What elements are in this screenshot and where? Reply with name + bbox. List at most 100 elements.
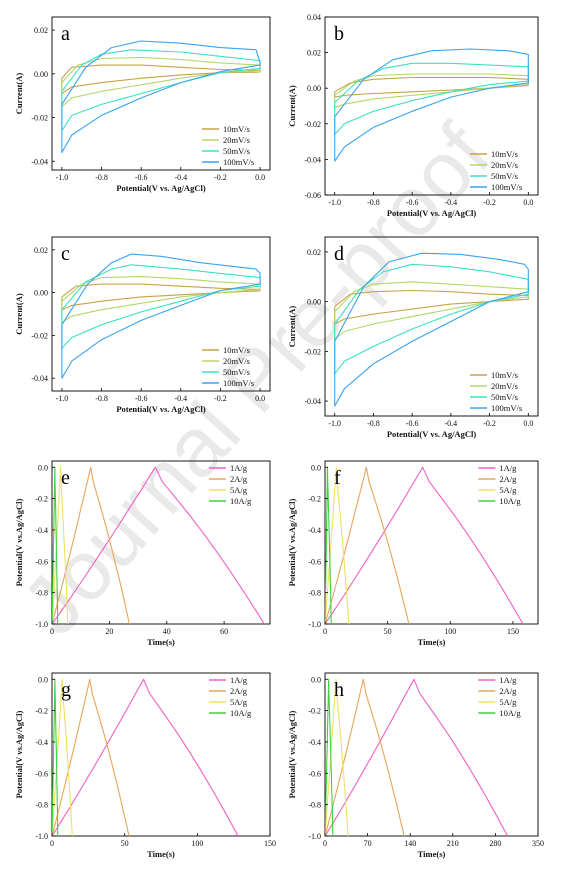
legend-label-50mv-s: 50mV/s — [223, 367, 250, 377]
series-group — [334, 252, 529, 407]
series-5a-g-line — [52, 466, 69, 624]
y-axis-label: Potential(V vs.Ag/AgCl) — [287, 498, 297, 586]
legend-label-100mv-s: 100mV/s — [223, 378, 254, 388]
legend-label-2a-g: 2A/g — [230, 474, 248, 484]
plots-layer: -1.0 -0.8 -0.6 -0.4 -0.2 0.0 -0.04 -0.02 0.00 0.0… — [14, 13, 544, 859]
y-axis-label: Potential(V vs.Ag/AgCl) — [14, 710, 24, 798]
y-tick-label: -0.04 — [31, 374, 48, 383]
series-10mv-s-line — [334, 76, 529, 98]
legend-label-5a-g: 5A/g — [230, 697, 248, 707]
y-tick-label: 0.04 — [307, 13, 321, 22]
x-tick-label: 0.0 — [523, 419, 533, 428]
x-tick-label: -1.0 — [56, 394, 69, 403]
x-axis-label: Potential(V vs. Ag/AgCl) — [116, 183, 205, 193]
panel-letter: f — [334, 467, 341, 489]
x-tick-label: 350 — [532, 839, 544, 848]
panel-d: -1.0 -0.8 -0.6 -0.4 -0.2 0.0 -0.04 -0.02 0.00 0.0… — [287, 236, 539, 439]
y-axis-label: Current(A) — [287, 85, 297, 127]
x-tick-label: 280 — [489, 839, 501, 848]
legend-label-2a-g: 2A/g — [230, 686, 248, 696]
series-group — [325, 466, 524, 624]
panel-h: 0 70 140 210 280 350 -1.0 -0.8 -0.6 -0.4 -0.2 0.0 Ti… — [287, 672, 544, 859]
y-tick-label: -0.4 — [35, 738, 48, 747]
legend-label-10mv-s: 10mV/s — [491, 149, 518, 159]
y-tick-label: 0.02 — [34, 26, 48, 35]
x-tick-label: -0.2 — [483, 419, 496, 428]
y-tick-label: -0.02 — [31, 114, 48, 123]
x-axis-label: Potential(V vs. Ag/AgCl) — [387, 429, 476, 439]
panel-letter: d — [334, 243, 344, 265]
x-tick-label: 40 — [163, 627, 171, 636]
y-tick-label: 0.00 — [34, 70, 48, 79]
panel-letter: a — [61, 23, 70, 45]
x-tick-label: 140 — [404, 839, 416, 848]
x-tick-label: -1.0 — [328, 198, 341, 207]
legend-label-10mv-s: 10mV/s — [223, 124, 250, 134]
series-20mv-s-line — [334, 281, 529, 340]
plot-frame — [324, 460, 539, 625]
x-tick-label: -0.6 — [406, 419, 419, 428]
series-100mv-s-line — [334, 252, 529, 407]
series-group — [325, 678, 509, 836]
series-20mv-s-line — [334, 73, 529, 109]
y-tick-label: -1.0 — [308, 620, 321, 629]
y-tick-label: 0.00 — [307, 298, 321, 307]
series-20mv-s-line — [61, 56, 261, 108]
y-tick-label: -1.0 — [308, 832, 321, 841]
legend-label-10a-g: 10A/g — [230, 496, 252, 506]
x-tick-label: 20 — [105, 627, 113, 636]
x-tick-label: -1.0 — [56, 173, 69, 182]
panel-a: -1.0 -0.8 -0.6 -0.4 -0.2 0.0 -0.04 -0.02 0.00 0.0… — [14, 16, 271, 193]
y-tick-label: -0.6 — [308, 557, 321, 566]
plot-frame — [324, 236, 539, 417]
y-tick-label: -0.2 — [308, 707, 321, 716]
legend-label-5a-g: 5A/g — [230, 485, 248, 495]
x-tick-label: -0.4 — [445, 419, 458, 428]
panel-letter: h — [334, 679, 344, 701]
series-5a-g-line — [325, 678, 349, 836]
x-tick-label: 150 — [507, 627, 519, 636]
y-tick-label: 0.02 — [307, 248, 321, 257]
x-tick-label: -0.2 — [214, 173, 227, 182]
plot-frame — [51, 672, 271, 837]
y-tick-label: 0.02 — [307, 49, 321, 58]
y-axis-label: Potential(V vs.Ag/AgCl) — [287, 710, 297, 798]
legend-label-50mv-s: 50mV/s — [491, 392, 518, 402]
x-tick-label: -0.4 — [445, 198, 458, 207]
legend-label-1a-g: 1A/g — [499, 463, 517, 473]
x-tick-label: -0.6 — [406, 198, 419, 207]
legend-label-2a-g: 2A/g — [499, 686, 517, 696]
legend-label-1a-g: 1A/g — [499, 675, 517, 685]
x-tick-label: -0.6 — [135, 173, 148, 182]
watermark-layer: Journal Pre-proof — [4, 106, 509, 652]
legend-label-100mv-s: 100mV/s — [223, 157, 254, 167]
x-axis-label: Time(s) — [147, 637, 175, 647]
y-tick-label: 0.0 — [38, 675, 48, 684]
y-tick-label: -0.8 — [35, 801, 48, 810]
y-tick-label: -0.6 — [308, 769, 321, 778]
series-50mv-s-line — [334, 263, 529, 375]
legend-label-100mv-s: 100mV/s — [491, 403, 522, 413]
y-tick-label: 0.0 — [311, 675, 321, 684]
y-tick-label: 0.02 — [34, 246, 48, 255]
series-100mv-s-line — [334, 48, 529, 162]
plot-frame — [324, 16, 539, 196]
y-tick-label: -0.6 — [35, 557, 48, 566]
series-group — [61, 253, 261, 379]
x-tick-label: 0.0 — [255, 394, 265, 403]
x-tick-label: -1.0 — [328, 419, 341, 428]
legend-label-100mv-s: 100mV/s — [491, 182, 522, 192]
panel-letter: b — [334, 23, 344, 45]
y-tick-label: -0.8 — [308, 801, 321, 810]
y-tick-label: -0.02 — [304, 120, 321, 129]
legend-label-1a-g: 1A/g — [230, 463, 248, 473]
y-tick-label: -0.8 — [35, 589, 48, 598]
plot-frame — [51, 460, 271, 625]
plot-frame — [51, 236, 271, 392]
plot-frame — [324, 672, 539, 837]
x-axis-label: Time(s) — [418, 849, 446, 859]
legend-label-2a-g: 2A/g — [499, 474, 517, 484]
